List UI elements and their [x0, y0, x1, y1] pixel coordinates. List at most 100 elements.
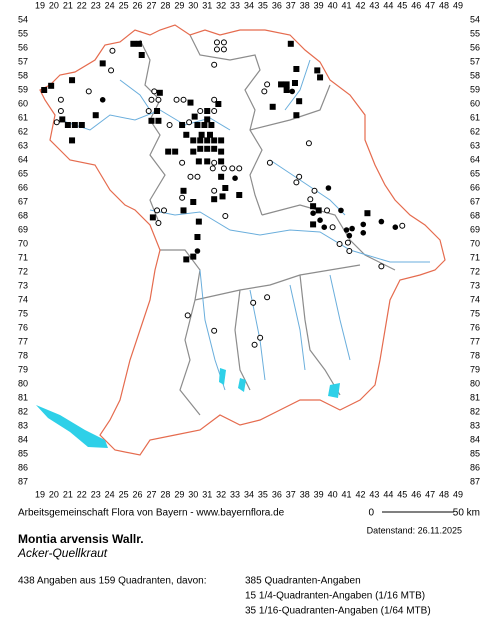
detail: 15 1/4-Quadranten-Angaben (1/16 MTB) — [245, 591, 425, 602]
record-square — [71, 122, 78, 128]
record-open-circle — [166, 122, 173, 128]
species: Montia arvensis Wallr. — [18, 532, 144, 546]
record-square — [135, 40, 142, 47]
border — [39, 24, 446, 456]
record-open-circle — [346, 248, 353, 254]
record-open-circle — [194, 173, 201, 180]
record-dot — [289, 88, 295, 95]
record-square — [155, 117, 162, 124]
record-square — [222, 185, 229, 191]
row-label: 73 — [18, 280, 28, 290]
record-square — [59, 116, 66, 123]
row-label: 87 — [470, 476, 480, 486]
row-label: 67 — [18, 196, 28, 206]
record-square — [215, 101, 222, 107]
record-open-circle — [109, 47, 116, 54]
record-square — [41, 87, 48, 93]
row-label: 68 — [18, 210, 28, 220]
row-label: 64 — [18, 154, 28, 164]
row-label: 80 — [470, 378, 480, 388]
record-open-circle — [154, 207, 161, 214]
date: Datenstand: 26.11.2025 — [367, 525, 462, 535]
column-label: 29 — [174, 0, 184, 10]
row-label: 67 — [470, 196, 480, 206]
column-label: 21 — [63, 0, 73, 10]
detail: 35 1/16-Quadranten-Angaben (1/64 MTB) — [245, 606, 431, 617]
row-label: 85 — [470, 448, 480, 458]
column-label: 30 — [188, 0, 198, 10]
record-open-circle — [151, 88, 158, 95]
record-open-circle — [378, 263, 385, 270]
row-label: 65 — [18, 168, 28, 178]
record-square — [92, 112, 99, 119]
record-open-circle — [211, 108, 218, 114]
row-label: 54 — [18, 14, 28, 24]
row-label: 57 — [470, 56, 480, 66]
record-open-circle — [211, 327, 218, 334]
record-square — [204, 108, 211, 114]
row-label: 62 — [18, 126, 28, 136]
record-open-circle — [257, 334, 264, 341]
record-square — [293, 112, 300, 119]
record-square — [218, 173, 225, 180]
record-open-circle — [155, 96, 162, 103]
row-label: 75 — [18, 308, 28, 318]
rivers — [59, 59, 430, 391]
record-dot — [378, 218, 385, 225]
record-square — [190, 137, 197, 144]
grid-labels: 1919202021212222232324242525262627272828… — [18, 0, 480, 499]
column-label: 48 — [439, 489, 449, 499]
record-square — [204, 137, 211, 144]
record-square — [154, 108, 161, 114]
column-label: 43 — [369, 0, 379, 10]
record-square — [195, 218, 202, 225]
record-square — [211, 196, 218, 203]
record-square — [204, 158, 211, 165]
record-dot — [232, 175, 238, 181]
column-label: 30 — [188, 489, 198, 499]
row-label: 82 — [470, 406, 480, 416]
row-label: 81 — [470, 392, 480, 402]
row-label: 68 — [470, 210, 480, 220]
record-open-circle — [180, 96, 187, 103]
record-open-circle — [155, 220, 162, 226]
records — [41, 39, 406, 348]
row-label: 77 — [18, 336, 28, 346]
column-label: 32 — [216, 489, 226, 499]
column-label: 29 — [174, 489, 184, 499]
record-square — [165, 148, 172, 155]
record-square — [195, 158, 202, 165]
record-square — [148, 117, 155, 124]
record-square — [78, 122, 85, 128]
record-square — [204, 145, 211, 152]
record-open-circle — [211, 159, 218, 166]
record-square — [287, 40, 294, 47]
column-label: 33 — [230, 489, 240, 499]
record-open-circle — [220, 46, 227, 53]
column-label: 28 — [160, 0, 170, 10]
scale-end: 50 km — [453, 508, 480, 519]
row-label: 79 — [470, 364, 480, 374]
record-dot — [343, 227, 350, 233]
record-open-circle — [222, 213, 229, 219]
column-label: 28 — [160, 489, 170, 499]
row-label: 73 — [470, 280, 480, 290]
row-label: 59 — [18, 84, 28, 94]
column-label: 44 — [383, 489, 393, 499]
record-square — [69, 137, 76, 144]
row-label: 83 — [18, 420, 28, 430]
record-open-circle — [213, 39, 220, 46]
record-open-circle — [220, 165, 227, 172]
column-label: 41 — [342, 489, 352, 499]
record-square — [296, 98, 303, 105]
record-open-circle — [305, 140, 312, 147]
column-label: 46 — [411, 489, 421, 499]
record-square — [138, 52, 145, 58]
district-lines — [139, 34, 396, 416]
column-label: 38 — [300, 489, 310, 499]
record-open-circle — [148, 96, 155, 103]
record-open-circle — [261, 88, 268, 95]
record-square — [314, 67, 321, 74]
column-label: 37 — [286, 0, 296, 10]
record-open-circle — [57, 108, 64, 114]
